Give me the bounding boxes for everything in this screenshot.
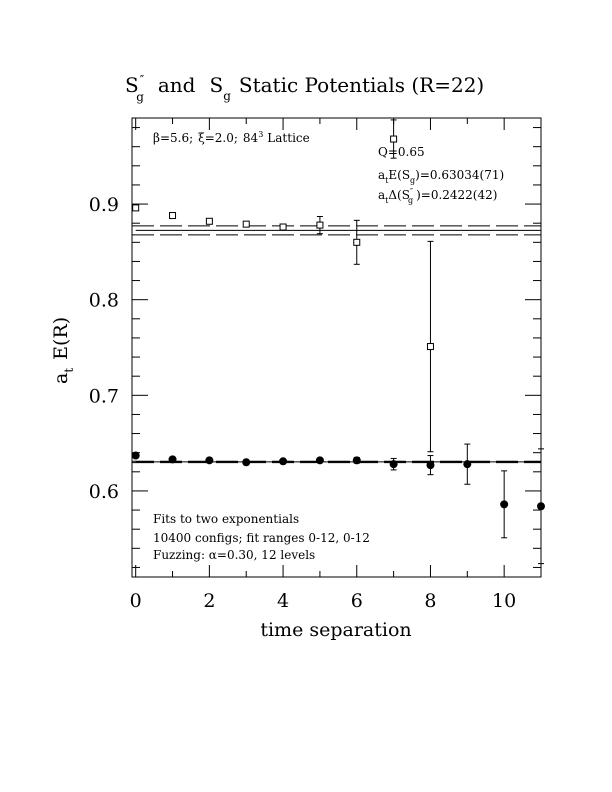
y-tick-label: 0.9 — [89, 194, 119, 216]
y-tick-label: 0.8 — [89, 290, 119, 312]
data-point-square — [205, 217, 213, 225]
y-tick-label: 0.7 — [89, 385, 119, 407]
data-point-circle — [168, 455, 177, 464]
data-point-square — [390, 135, 398, 143]
data-point-circle — [205, 456, 214, 465]
tick-labels: 0 2 4 6 8 10 0.6 0.7 0.8 0.9 — [89, 194, 516, 612]
x-tick-label: 0 — [130, 590, 142, 612]
q-annotation: Q=0.65 — [378, 145, 425, 159]
x-axis-label: time separation — [260, 619, 411, 641]
data-point-square — [242, 220, 250, 228]
data-point-square — [132, 204, 140, 212]
data-marks — [131, 119, 545, 565]
data-point-square — [426, 343, 434, 351]
energy-annotation: atE(Sg)=0.63034(71) — [378, 168, 504, 185]
data-point-circle — [242, 458, 251, 467]
delta-annotation: atΔ(S″ g)=0.2422(42) — [378, 187, 497, 205]
data-point-circle — [389, 460, 398, 469]
data-point-square — [169, 212, 177, 220]
plot-frame — [131, 117, 542, 578]
data-point-circle — [426, 461, 435, 470]
fit-lines — [132, 225, 541, 464]
fit-note-line-2: 10400 configs; fit ranges 0-12, 0-12 — [153, 531, 370, 545]
data-point-circle — [279, 457, 288, 466]
lattice-annotation: β=5.6; ξ=2.0; 843 Lattice — [153, 130, 310, 145]
data-point-circle — [500, 500, 509, 509]
y-tick-label: 0.6 — [89, 481, 119, 503]
data-point-circle — [352, 456, 361, 465]
data-point-square — [316, 221, 324, 229]
axis-ticks — [132, 118, 542, 577]
y-axis-label: atE(R) — [50, 317, 76, 384]
fit-note-line-3: Fuzzing: α=0.30, 12 levels — [153, 548, 315, 562]
x-tick-label: 6 — [351, 590, 363, 612]
x-tick-label: 2 — [203, 590, 215, 612]
data-point-circle — [315, 456, 324, 465]
x-tick-label: 8 — [424, 590, 436, 612]
chart-title: S″ g and Sg Static Potentials (R=22) — [125, 73, 484, 104]
data-point-circle — [131, 451, 140, 460]
data-point-square — [279, 223, 287, 231]
x-tick-label: 10 — [492, 590, 516, 612]
x-tick-label: 4 — [277, 590, 289, 612]
fit-note-line-1: Fits to two exponentials — [153, 512, 299, 526]
data-point-square — [353, 238, 361, 246]
data-point-circle — [463, 460, 472, 469]
